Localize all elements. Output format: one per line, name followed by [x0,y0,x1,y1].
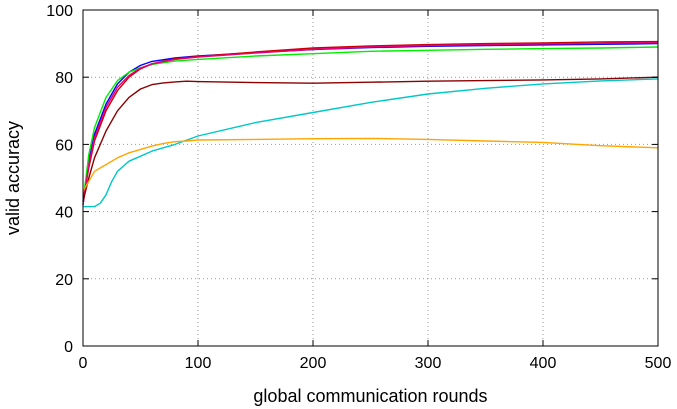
plot-frame [82,9,659,347]
series-layer [82,40,659,208]
series-line-7 [82,137,659,192]
axis-ticks: 0 100 200 300 400 500 0 20 40 60 80 100 [46,3,671,372]
x-tick-label: 200 [300,355,327,372]
series-line-6 [83,78,659,208]
grid [83,10,658,346]
y-tick-label: 100 [46,3,73,20]
x-tick-label: 300 [415,355,442,372]
x-tick-label: 100 [185,355,212,372]
y-tick-label: 80 [55,70,73,87]
x-tick-label: 0 [79,355,88,372]
y-tick-label: 0 [64,339,73,356]
x-tick-label: 500 [645,355,672,372]
y-tick-label: 60 [55,137,73,154]
series-line-2 [82,46,659,202]
series-line-3 [82,40,659,202]
series-line-4 [82,41,659,205]
x-axis-label: global communication rounds [253,386,487,406]
y-tick-label: 40 [55,205,73,222]
y-tick-label: 20 [55,272,73,289]
y-axis-label: valid accuracy [3,121,23,235]
series-line-1 [82,42,659,205]
x-tick-label: 400 [530,355,557,372]
series-line-5 [82,76,659,202]
